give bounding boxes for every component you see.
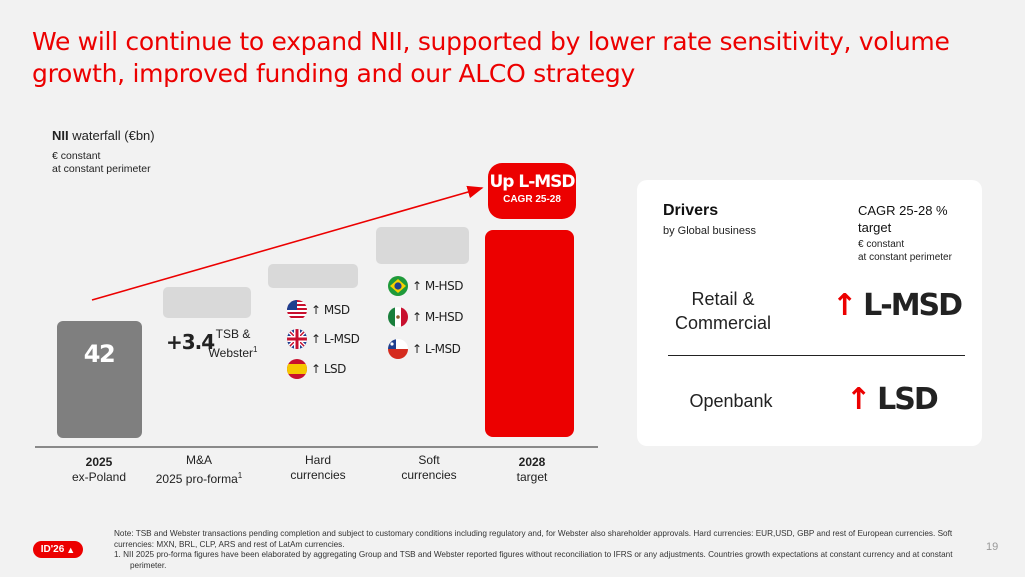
chart-title-bold: NII	[52, 128, 69, 143]
page-number: 19	[986, 541, 999, 553]
chart-title-rest: waterfall (€bn)	[68, 128, 155, 143]
x-label-ma-sup: 1	[237, 471, 243, 480]
x-label-soft: Soft currencies	[374, 453, 484, 483]
slide-title: We will continue to expand NII, supporte…	[32, 27, 950, 88]
hard-currency-spain-label: ↑ LSD	[311, 362, 346, 376]
cagr-note-line1: € constant	[858, 239, 905, 250]
target-badge-main: Up L-MSD	[489, 172, 575, 192]
driver-name-openbank: Openbank	[689, 391, 773, 411]
chart-title: NII waterfall (€bn)	[52, 128, 155, 143]
driver-value-openbank-text: LSD	[877, 382, 939, 417]
cagr-header: CAGR 25-28 % target	[858, 203, 948, 235]
chile-flag-icon	[388, 339, 408, 359]
hard-currency-uk-label: ↑ L-MSD	[311, 332, 360, 346]
soft-currency-row-chile: ↑ L-MSD	[388, 339, 461, 359]
hard-currency-usa-label: ↑ MSD	[311, 303, 350, 317]
x-label-soft-line2: currencies	[401, 468, 457, 482]
hard-currency-placeholder-bar	[268, 264, 358, 288]
ma-value-label: +3.4	[166, 330, 215, 354]
x-label-2025: 2025 ex-Poland	[44, 455, 154, 485]
ma-placeholder-bar	[163, 287, 251, 318]
soft-currency-chile-label: ↑ L-MSD	[412, 342, 461, 356]
soft-currency-row-brazil: ↑ M-HSD	[388, 276, 463, 296]
driver-name-retail: Retail & Commercial	[674, 289, 771, 333]
start-bar	[57, 321, 142, 438]
ma-note-sup: 1	[253, 345, 258, 354]
soft-currency-mexico-label: ↑ M-HSD	[412, 310, 463, 324]
x-label-hard-line2: currencies	[290, 468, 346, 482]
x-label-hard-line1: Hard	[304, 453, 331, 467]
footnote-note: Note: TSB and Webster transactions pendi…	[114, 529, 953, 549]
soft-currency-brazil-label: ↑ M-HSD	[412, 279, 463, 293]
chart-subtitle-line1: € constant	[52, 150, 101, 162]
soft-currency-row-mexico: ↑ M-HSD	[388, 307, 463, 327]
up-arrow-icon: ↑	[832, 288, 857, 323]
chart-subtitle: € constant at constant perimeter	[52, 150, 151, 176]
x-label-ma-line1: M&A	[185, 453, 212, 467]
target-badge-sub: CAGR 25-28	[503, 194, 561, 205]
driver-value-openbank: ↑ LSD	[846, 382, 939, 417]
brazil-flag-icon	[388, 276, 408, 296]
hard-currency-row-usa: ↑ MSD	[287, 300, 350, 320]
x-label-2025-line1: 2025	[85, 455, 113, 469]
x-label-2025-line2: ex-Poland	[71, 470, 127, 484]
hard-currency-row-uk: ↑ L-MSD	[287, 329, 360, 349]
hard-currency-row-spain: ↑ LSD	[287, 359, 346, 379]
uk-flag-icon	[287, 329, 307, 349]
id26-logo: ID'26 ▲	[33, 541, 83, 558]
x-label-ma-line2: 2025 pro-forma	[155, 472, 238, 486]
x-label-2028: 2028 target	[477, 455, 587, 485]
cagr-note: € constant at constant perimeter	[858, 238, 952, 264]
drivers-card	[637, 180, 982, 446]
chart-subtitle-line2: at constant perimeter	[52, 163, 151, 175]
id26-logo-text: ID'26	[40, 544, 65, 555]
mexico-flag-icon	[388, 307, 408, 327]
footnote-1: 1. NII 2025 pro-forma figures have been …	[114, 550, 953, 570]
spain-flag-icon	[287, 359, 307, 379]
footnote: Note: TSB and Webster transactions pendi…	[114, 529, 974, 571]
target-bar	[485, 230, 574, 437]
start-bar-label: 42	[84, 340, 114, 368]
drivers-title: Drivers	[663, 202, 719, 219]
drivers-divider	[668, 355, 965, 356]
usa-flag-icon	[287, 300, 307, 320]
cagr-note-line2: at constant perimeter	[858, 252, 952, 263]
up-arrow-icon: ↑	[846, 382, 871, 417]
flame-icon: ▲	[66, 544, 76, 555]
x-label-2028-line2: target	[516, 470, 548, 484]
ma-note-line2: Webster	[208, 346, 253, 360]
waterfall-chart: 42	[35, 185, 598, 448]
drivers-subtitle: by Global business	[663, 225, 756, 237]
x-label-2028-line1: 2028	[518, 455, 546, 469]
ma-note-line1: TSB &	[215, 327, 251, 341]
x-label-ma: M&A 2025 pro-forma1	[144, 453, 254, 487]
x-label-soft-line1: Soft	[418, 453, 440, 467]
ma-note: TSB & Webster1	[206, 327, 260, 361]
x-label-hard: Hard currencies	[263, 453, 373, 483]
driver-value-retail-text: L-MSD	[863, 288, 963, 323]
target-badge: Up L-MSD CAGR 25-28	[488, 163, 576, 219]
driver-value-retail: ↑ L-MSD	[832, 288, 963, 323]
trend-arrow	[91, 185, 484, 301]
soft-currency-placeholder-bar	[376, 227, 469, 264]
